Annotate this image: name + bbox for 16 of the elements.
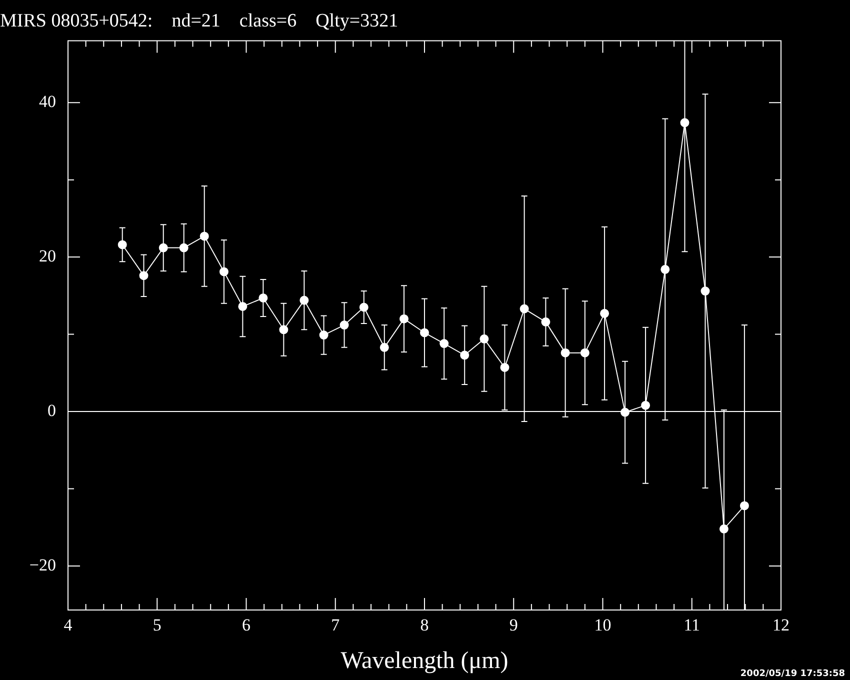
x-tick-label: 11 xyxy=(684,616,700,635)
x-tick-label: 8 xyxy=(420,616,429,635)
y-tick-label: 40 xyxy=(39,92,56,112)
x-tick-label: 12 xyxy=(772,616,790,635)
x-tick-label: 7 xyxy=(331,616,340,635)
y-tick-label: 20 xyxy=(39,246,56,266)
x-tick-label: 9 xyxy=(509,616,518,635)
x-tick-label: 6 xyxy=(242,616,250,635)
x-axis-title: Wavelength (μm) xyxy=(340,648,508,674)
chart-title: MIRS 08035+0542: nd=21 class=6 Qlty=3321 xyxy=(0,10,398,32)
x-tick-label: 4 xyxy=(64,616,73,635)
x-tick-label: 5 xyxy=(152,616,162,635)
y-tick-label: −20 xyxy=(29,555,56,574)
text: 2002/05/19 17:53:58 xyxy=(740,669,845,679)
x-tick-label: 10 xyxy=(594,616,612,635)
y-tick-label: 0 xyxy=(48,400,56,420)
